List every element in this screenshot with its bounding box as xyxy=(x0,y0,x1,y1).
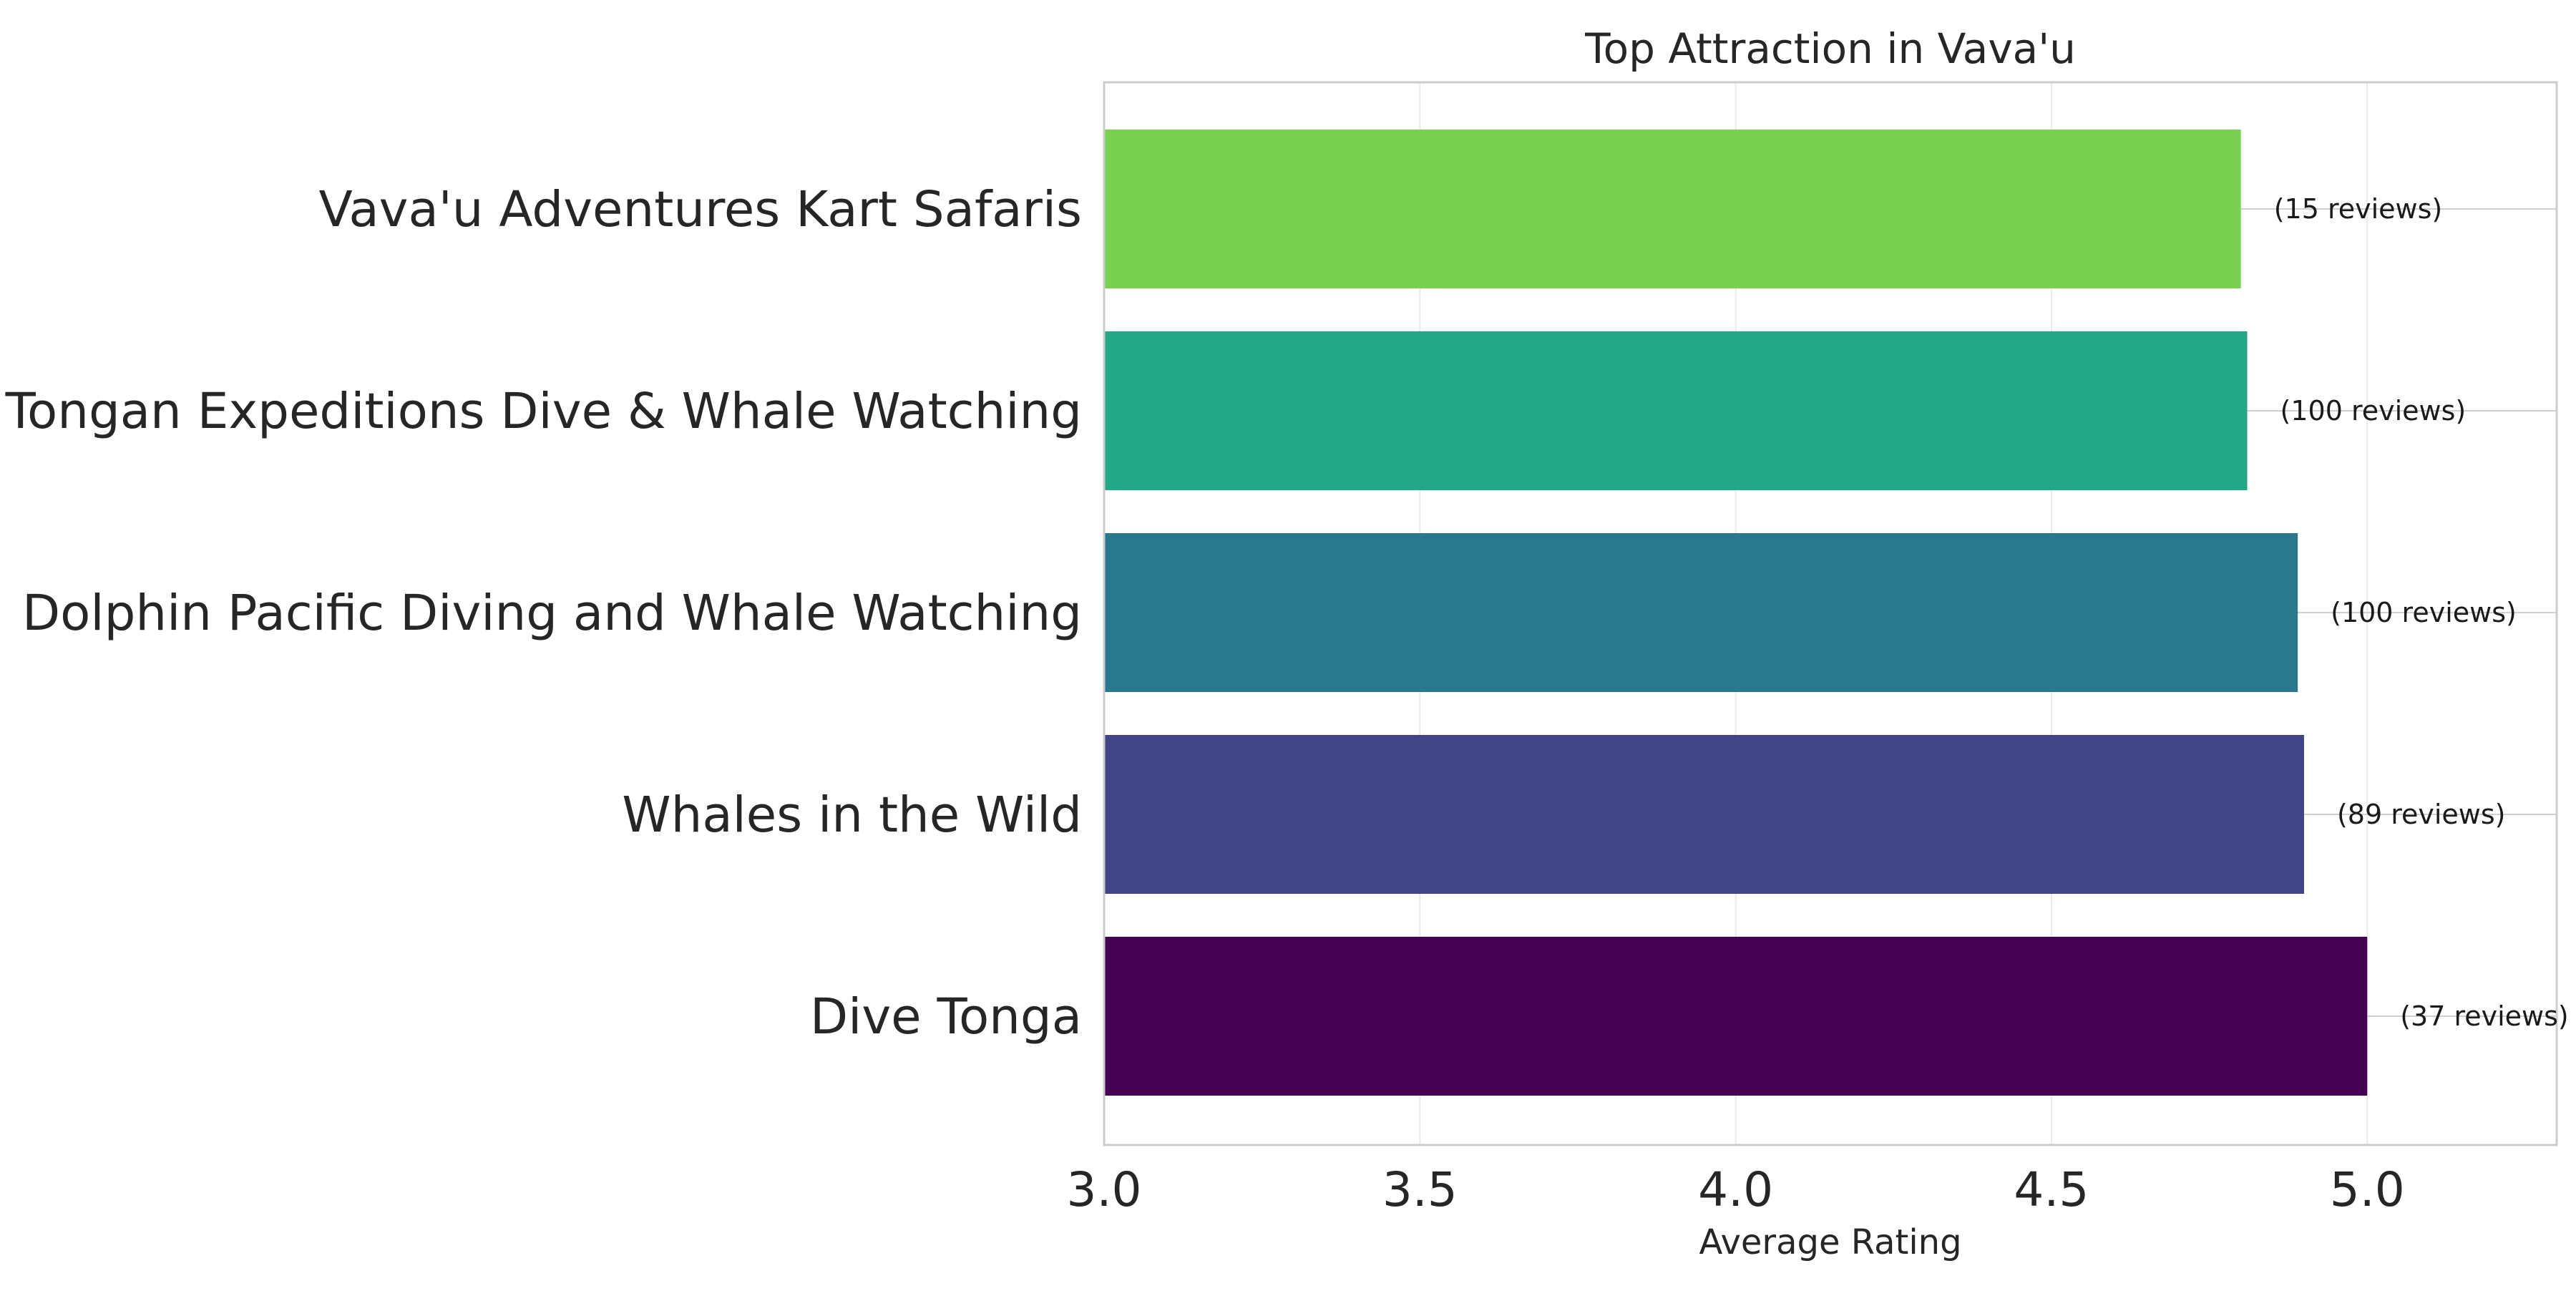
bar xyxy=(1104,533,2298,692)
y-tick-label: Vava'u Adventures Kart Safaris xyxy=(319,181,1082,238)
x-axis-label: Average Rating xyxy=(1699,1222,1961,1262)
data-label: (100 reviews) xyxy=(2331,597,2517,628)
plot-frame xyxy=(1103,81,2558,1146)
bar xyxy=(1104,735,2304,894)
y-tick-label: Dolphin Pacific Diving and Whale Watchin… xyxy=(22,585,1082,642)
y-tick-label: Tongan Expeditions Dive & Whale Watching xyxy=(5,383,1082,440)
x-tick-label: 3.5 xyxy=(1382,1162,1458,1217)
labels-layer: (37 reviews) (89 reviews) (100 reviews) (10… xyxy=(2274,193,2569,1032)
bars-layer xyxy=(1104,130,2368,1096)
data-label: (37 reviews) xyxy=(2400,1000,2569,1032)
data-label: (100 reviews) xyxy=(2280,395,2467,427)
bar xyxy=(1104,937,2368,1096)
x-tick-label: 4.0 xyxy=(1698,1162,1773,1217)
y-tick-label: Dive Tonga xyxy=(810,988,1082,1046)
x-tick-label: 4.5 xyxy=(2014,1162,2089,1217)
bar xyxy=(1104,130,2241,288)
bar xyxy=(1104,331,2248,490)
chart-title: Top Attraction in Vava'u xyxy=(1584,24,2076,73)
x-tick-label: 5.0 xyxy=(2330,1162,2405,1217)
y-tick-label: Whales in the Wild xyxy=(622,786,1082,844)
data-label: (15 reviews) xyxy=(2274,193,2443,225)
y-tick-labels: Dive Tonga Whales in the Wild Dolphin Paci… xyxy=(5,181,1082,1046)
x-tick-labels: 3.0 3.5 4.0 4.5 5.0 xyxy=(1067,1162,2405,1217)
data-label: (89 reviews) xyxy=(2337,799,2506,830)
x-tick-label: 3.0 xyxy=(1067,1162,1142,1217)
